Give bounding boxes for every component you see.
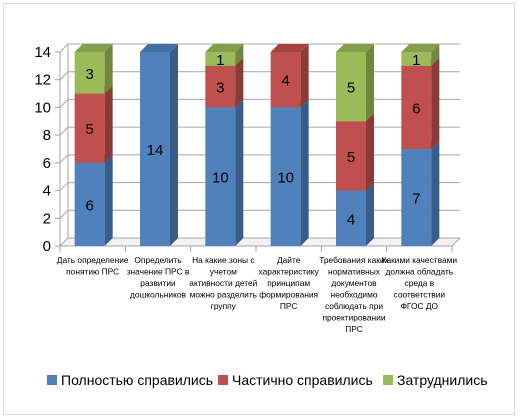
data-label: 10 [277,170,294,187]
legend-swatch [383,375,393,385]
y-tick-label: 10 [34,99,51,116]
gridline [59,126,460,136]
chart-floor [58,237,462,247]
y-tick-label: 8 [43,127,51,144]
y-tick-label: 12 [34,72,51,89]
gridline [59,98,460,108]
data-label: 10 [212,170,229,187]
x-category-label: На какие зоны с учетом активности детей мож… [189,255,257,311]
x-category-label: Требования каких нормативных документов нео… [319,255,389,334]
bar-segment [336,44,374,122]
gridline [59,154,460,164]
legend-swatch [218,375,228,385]
data-label: 4 [281,73,289,90]
x-category-label: Определить значение ПРС в развитии дошкольн… [127,255,190,300]
bar-segment [401,44,440,66]
legend-label: Полностью справились [61,372,213,388]
y-tick-label: 2 [43,210,51,227]
data-label: 1 [412,52,420,69]
bar-segment [270,99,309,246]
data-label: 5 [347,149,355,166]
data-label: 3 [216,80,224,97]
y-tick-label: 6 [43,155,51,172]
y-tick-label: 14 [34,44,51,61]
y-tick-label: 4 [43,183,51,200]
bar-segment [270,44,309,108]
bar-segment [74,44,113,94]
legend-swatch [47,375,57,385]
legend-label: Затруднились [397,372,488,388]
bar-segment [205,44,244,66]
data-label: 5 [85,121,93,138]
data-label: 4 [347,211,355,228]
legend-label: Частично справились [232,372,373,388]
gridline [59,71,460,81]
data-label: 5 [347,80,355,97]
data-label: 3 [85,66,93,83]
x-category-label: Дайте характеристику принципам формирования… [259,255,320,311]
bar-segment [140,44,178,246]
gridline [59,43,460,53]
gridline [59,182,460,191]
data-label: 1 [216,52,224,69]
x-category-label: Дать определение понятию ПРС [57,255,129,277]
y-tick-label: 0 [43,238,51,255]
data-label: 7 [412,191,420,208]
data-label: 14 [147,142,164,159]
data-label: 6 [85,197,93,214]
data-label: 6 [412,100,420,117]
gridline [59,209,460,219]
